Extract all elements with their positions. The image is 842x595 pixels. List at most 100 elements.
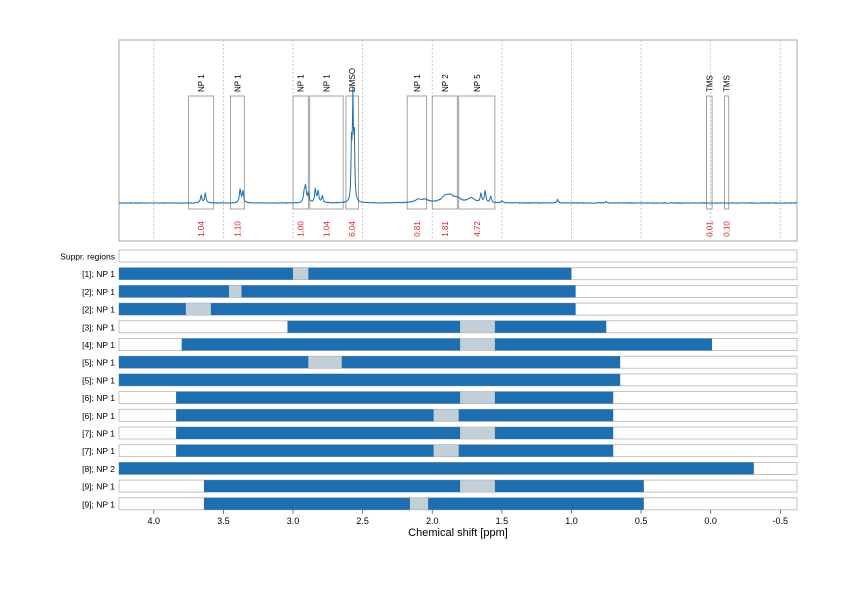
range-bar (287, 320, 607, 333)
range-row: [5]; NP 1 (82, 373, 798, 387)
x-tick-label: -0.5 (773, 516, 789, 526)
signal-window (460, 480, 495, 493)
range-bar (176, 391, 614, 404)
range-row: [8]; NP 2 (82, 461, 798, 475)
signal-window (308, 356, 342, 369)
x-tick-label: 0.5 (635, 516, 648, 526)
region-integral: 1.10 (233, 221, 242, 237)
signal-window (228, 285, 242, 298)
x-tick-label: 1.0 (565, 516, 578, 526)
region-label: NP 1 (297, 74, 306, 92)
signal-window (409, 497, 429, 510)
region-label: NP 1 (322, 74, 331, 92)
row-label: [6]; NP 1 (82, 411, 115, 421)
region-integral: 0.81 (413, 221, 422, 237)
region-integral: 1.81 (441, 221, 450, 237)
range-row: [2]; NP 1 (82, 284, 798, 298)
region-integral: 6.04 (348, 221, 357, 237)
integration-region-box (706, 95, 713, 210)
region-label: NP 1 (233, 74, 242, 92)
row-label: [5]; NP 1 (82, 358, 115, 368)
x-axis: 4.0 3.5 3.0 2.5 2.0 1.5 1.0 0.5 0.0 -0.5 (148, 509, 789, 526)
region-label: DMSO (348, 68, 357, 92)
range-bar (119, 267, 572, 280)
signal-window (460, 338, 495, 351)
row-label: [3]; NP 1 (82, 322, 115, 332)
range-row: [5]; NP 1 (82, 355, 798, 369)
region-label: NP 5 (473, 74, 482, 92)
integration-region-box (724, 95, 730, 210)
region-label: NP 2 (441, 74, 450, 92)
x-tick-label: 1.5 (496, 516, 509, 526)
x-tick-label: 2.0 (426, 516, 439, 526)
range-row: [6]; NP 1 (82, 408, 798, 422)
row-label: [2]; NP 1 (82, 305, 115, 315)
range-bar (203, 480, 644, 493)
region-integral: 1.04 (322, 221, 331, 237)
signal-window (185, 303, 211, 316)
integration-region-box (229, 95, 245, 210)
row-label: [2]; NP 1 (82, 287, 115, 297)
region-label: NP 1 (413, 74, 422, 92)
range-row: [1]; NP 1 (82, 267, 798, 281)
integration-region-box (309, 95, 344, 210)
row-label: [6]; NP 1 (82, 393, 115, 403)
row-label: [7]; NP 1 (82, 429, 115, 439)
range-row: [9]; NP 1 (82, 479, 798, 493)
region-integral: 0.10 (723, 221, 732, 237)
range-bar (119, 462, 754, 475)
range-bar (176, 444, 614, 457)
row-label: [5]; NP 1 (82, 375, 115, 385)
spectrum-line (118, 86, 798, 205)
spectrum-frame (118, 39, 798, 242)
spectrum-panel: NP 1 1.04 NP 1 1.10 NP 1 1.00 NP 1 1.04 DMSO 6.04… (118, 39, 798, 242)
range-row: [4]; NP 1 (82, 338, 798, 351)
region-label: TMS (705, 75, 714, 92)
range-bar (176, 427, 614, 439)
row-frame (118, 249, 798, 263)
row-label: [8]; NP 2 (82, 464, 115, 474)
x-tick-label: 4.0 (148, 516, 161, 526)
row-label: Suppr. regions (60, 252, 115, 262)
range-row: [6]; NP 1 (82, 391, 798, 405)
region-integral: 4.72 (473, 221, 482, 237)
range-bar (119, 285, 576, 298)
range-bar (119, 356, 621, 369)
integration-region-box (292, 95, 309, 210)
x-tick-label: 3.0 (287, 516, 300, 526)
range-row: Suppr. regions (60, 249, 798, 263)
signal-window (433, 444, 459, 457)
range-row: [3]; NP 1 (82, 320, 798, 334)
region-integral: 0.01 (705, 221, 714, 237)
x-axis-label: Chemical shift [ppm] (408, 527, 508, 539)
row-label: [1]; NP 1 (82, 269, 115, 279)
range-bar (176, 409, 614, 422)
integration-region-box (406, 95, 428, 210)
row-label: [4]; NP 1 (82, 340, 115, 350)
region-label: NP 1 (197, 74, 206, 92)
x-tick-label: 3.5 (217, 516, 230, 526)
region-label: TMS (723, 75, 732, 92)
integration-region-box (458, 95, 496, 210)
signal-window (460, 320, 495, 333)
range-row: [2]; NP 1 (82, 302, 798, 316)
ranges-panel: Suppr. regions [1]; NP 1 [2]; NP 1 [2]; NP … (60, 249, 798, 539)
range-row: [9]; NP 1 (82, 497, 798, 511)
row-label: [7]; NP 1 (82, 446, 115, 456)
range-bar (119, 373, 621, 386)
signal-window (433, 409, 459, 422)
range-row: [7]; NP 1 (82, 444, 798, 458)
row-label: [9]; NP 1 (82, 482, 115, 492)
range-row: [7]; NP 1 (82, 426, 798, 440)
range-bar (181, 338, 713, 351)
x-tick-label: 0.0 (704, 516, 717, 526)
integration-region-box (345, 95, 359, 210)
region-integral: 1.04 (197, 221, 206, 237)
range-rows: Suppr. regions [1]; NP 1 [2]; NP 1 [2]; NP … (60, 249, 798, 511)
region-integral: 1.00 (297, 221, 306, 237)
integration-region-box (188, 95, 215, 210)
signal-window (293, 267, 309, 280)
x-tick-label: 2.5 (356, 516, 369, 526)
signal-window (460, 427, 495, 439)
